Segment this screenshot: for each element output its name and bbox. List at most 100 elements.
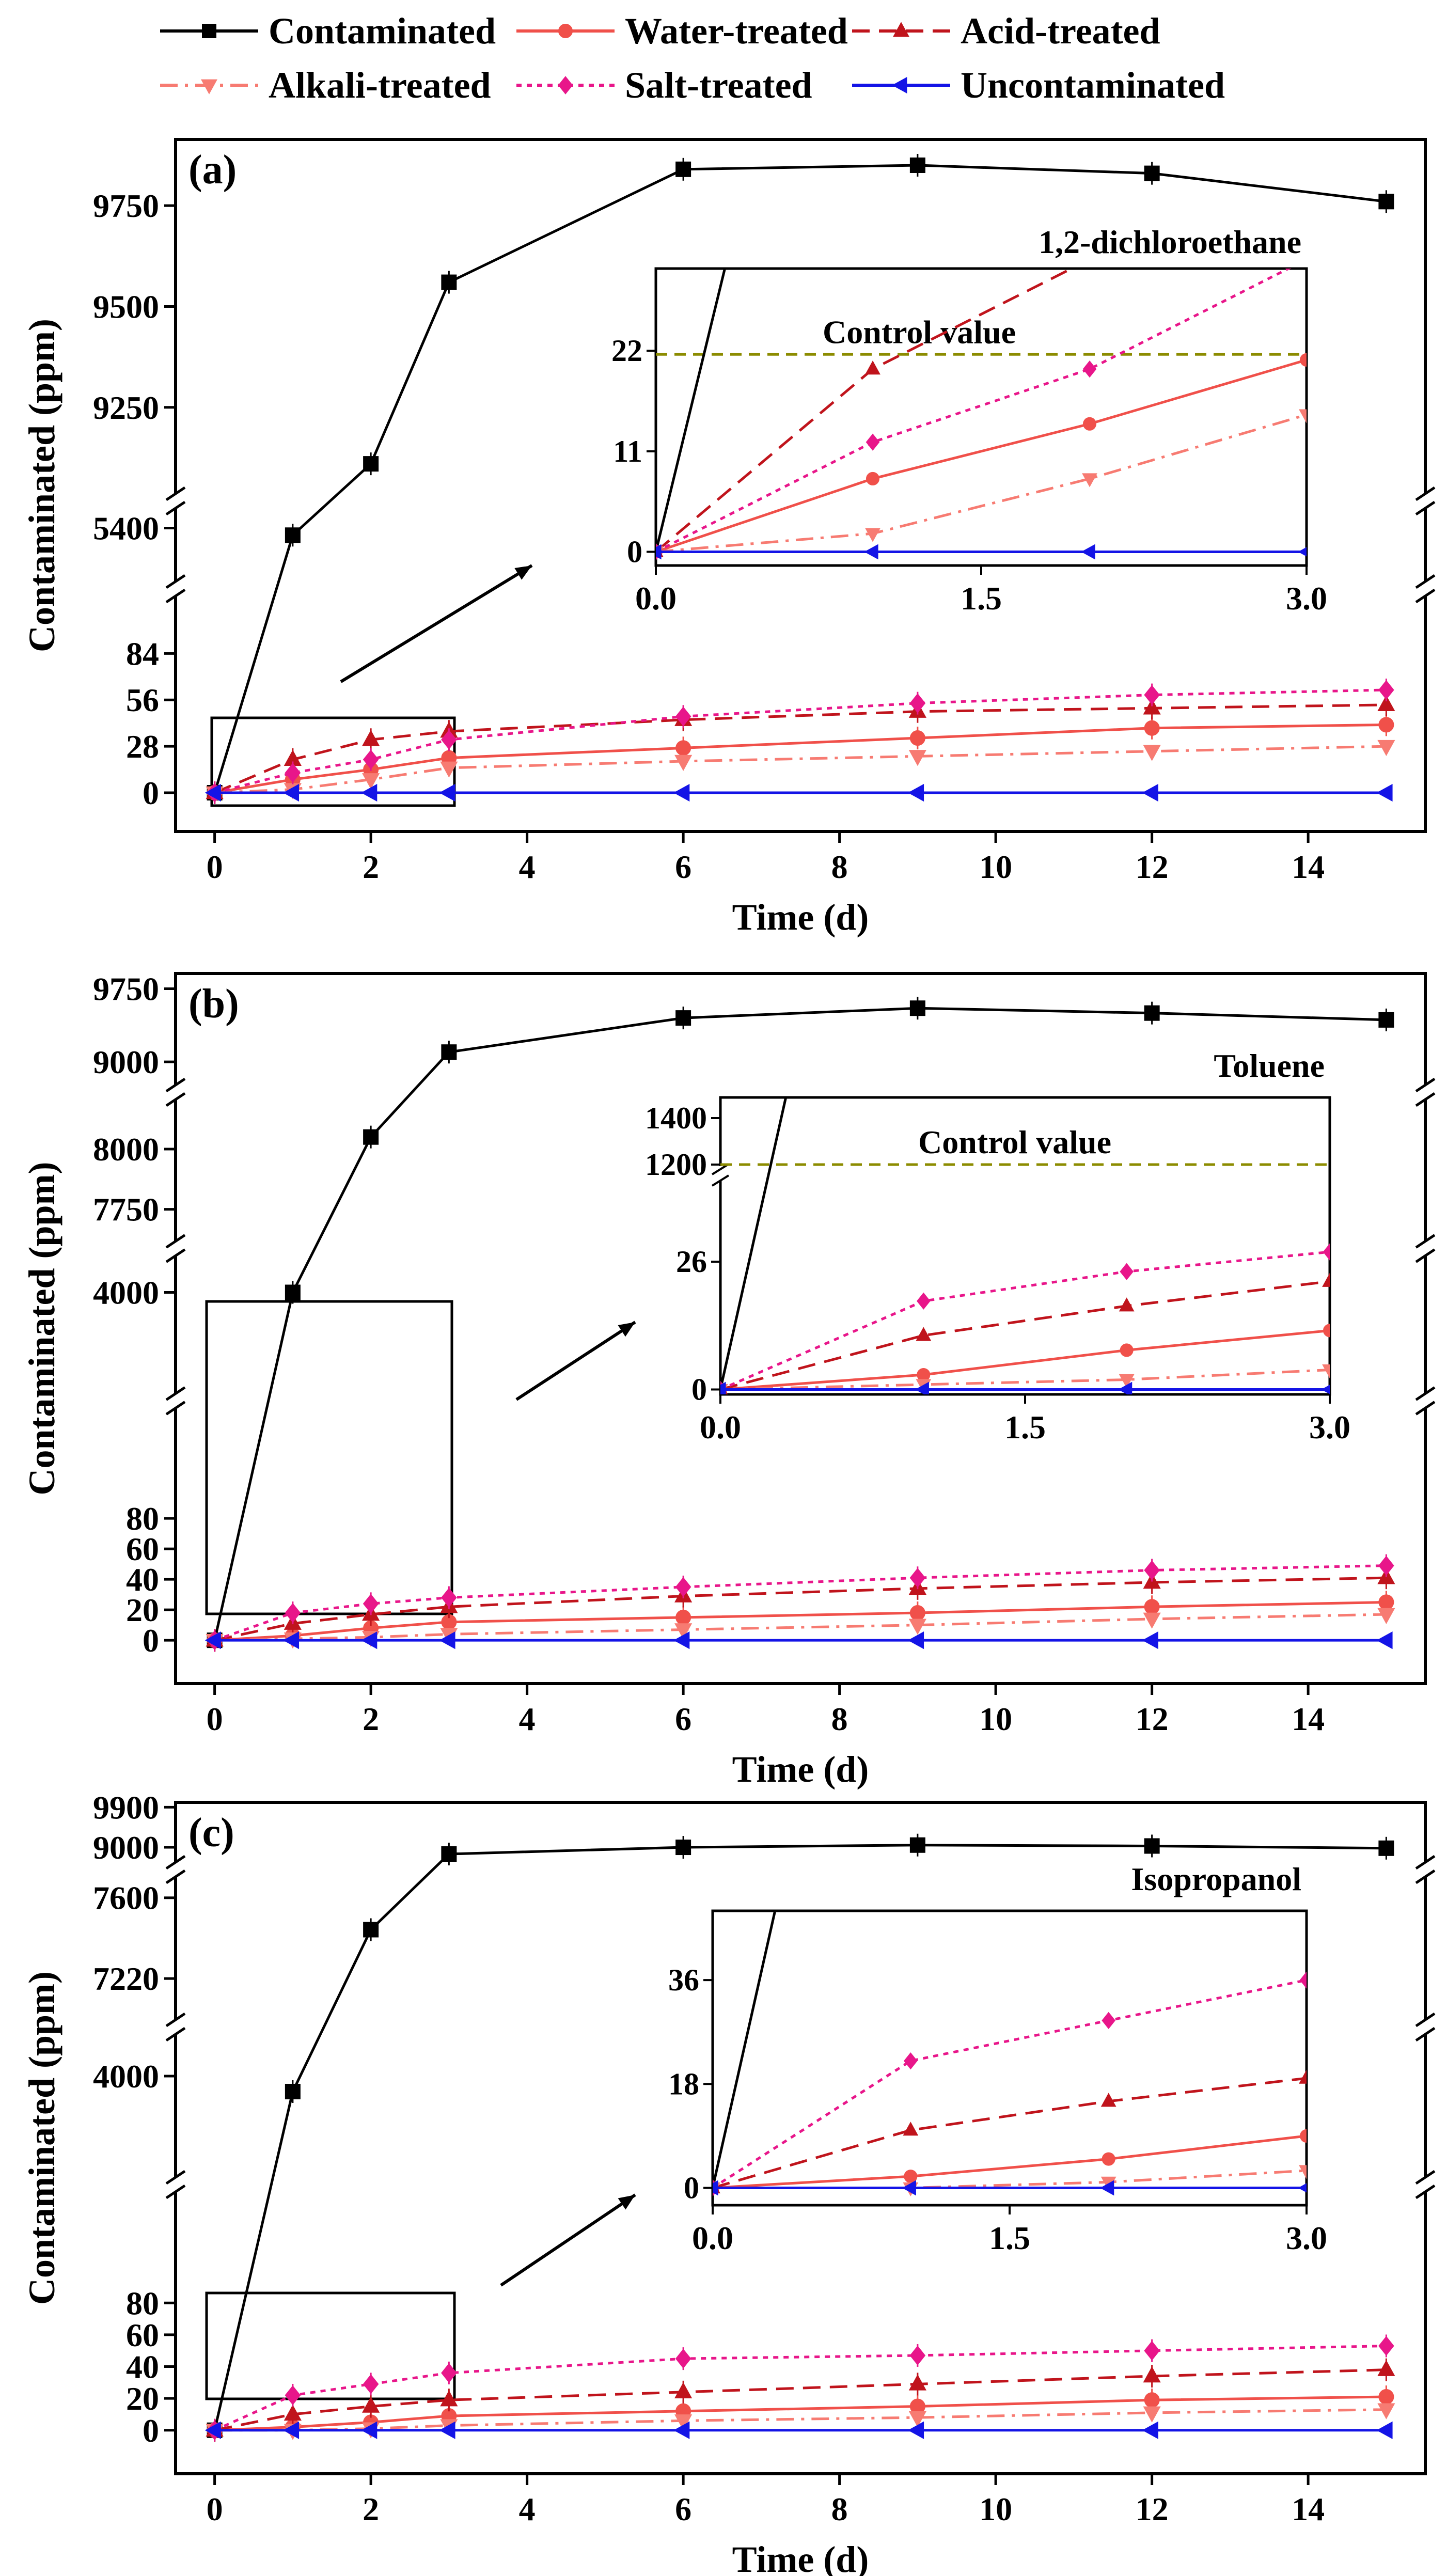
data-point: [656, 544, 662, 560]
data-point: [1100, 2180, 1114, 2196]
y-tick-label: 60: [126, 2317, 159, 2353]
x-tick-label: 4: [519, 2491, 536, 2527]
x-tick-label: 8: [831, 2491, 848, 2527]
series-line: [720, 1329, 1330, 1391]
data-point: [205, 783, 221, 802]
data-point: [1144, 1599, 1160, 1615]
inset-series: [713, 1911, 1307, 2197]
panel-label: (c): [188, 1810, 234, 1856]
y-tick-label: 9750: [93, 187, 159, 224]
data-point: [1378, 1594, 1394, 1610]
inset-series-contaminated: [713, 1911, 777, 2189]
data-point: [1144, 1838, 1160, 1854]
series-uncontaminated: [205, 783, 1393, 802]
x-tick-label: 0: [207, 849, 223, 885]
inset-series: [656, 269, 1307, 561]
zoom-arrow: [340, 564, 533, 683]
data-point: [285, 2084, 301, 2099]
axis-break-mark: [165, 1401, 186, 1416]
axis-break-mark: [165, 1869, 186, 1884]
data-point: [1378, 1556, 1394, 1576]
x-tick-label: 2: [363, 2491, 379, 2527]
plot-frame: [174, 1801, 1427, 2475]
data-point: [282, 783, 300, 802]
x-tick-label: 12: [1136, 849, 1169, 885]
series-line: [214, 745, 1387, 794]
inset-x-tick-label: 0.0: [692, 2220, 733, 2256]
series-line: [213, 1844, 1387, 2431]
y-tick-label: 80: [126, 2285, 159, 2321]
x-tick-label: 2: [363, 849, 379, 885]
x-tick-label: 6: [675, 849, 691, 885]
data-point: [1144, 2341, 1160, 2361]
data-point: [907, 783, 924, 802]
series-acid-treated: [206, 1566, 1395, 1652]
data-point: [1378, 680, 1394, 700]
series-line: [214, 2408, 1387, 2432]
series-line: [656, 269, 727, 553]
inset-x-tick-label: 0.0: [635, 580, 677, 617]
data-point: [1081, 544, 1095, 560]
data-point: [362, 2396, 380, 2413]
x-tick-label: 0: [207, 2491, 223, 2527]
data-point: [675, 1010, 691, 1026]
inset-series-contaminated: [656, 269, 727, 553]
legend-marker: [893, 22, 909, 37]
x-tick-label: 6: [675, 1701, 691, 1737]
data-point: [1144, 720, 1160, 736]
data-point: [361, 783, 378, 802]
data-point: [1143, 2406, 1161, 2423]
data-point: [1142, 1631, 1158, 1650]
data-point: [1323, 1324, 1330, 1338]
inset-y-tick-label: 22: [611, 334, 642, 368]
inset-y-tick-label: 0: [627, 535, 642, 569]
inset-y-tick-label: 18: [668, 2067, 699, 2101]
axis-break-mark: [1415, 486, 1436, 501]
axis-break-mark: [165, 1386, 186, 1401]
data-point: [1118, 1381, 1133, 1394]
axis-break-mark: [1415, 588, 1436, 604]
axis-break-mark: [1415, 2027, 1436, 2042]
data-point: [908, 2411, 926, 2427]
data-point: [865, 528, 880, 542]
data-point: [1322, 1273, 1330, 1287]
axis-break-mark: [1415, 2170, 1436, 2185]
series-line: [713, 2169, 1307, 2189]
data-point: [441, 1846, 457, 1862]
axis-break-gap: [172, 1241, 179, 1256]
x-tick-label: 10: [979, 1701, 1012, 1737]
data-point: [1298, 2183, 1307, 2193]
axis-break-mark: [165, 1077, 186, 1093]
data-point: [1119, 1297, 1135, 1312]
series-line: [213, 1007, 1387, 1641]
data-point: [285, 1284, 301, 1300]
inset-x-tick-label: 1.5: [989, 2220, 1030, 2256]
data-point: [917, 1292, 931, 1310]
data-point: [1377, 2360, 1395, 2376]
data-point: [1323, 1243, 1330, 1261]
axis-break-gap: [1422, 494, 1428, 508]
series-line: [720, 1368, 1330, 1391]
axis-break-gap: [172, 2177, 179, 2192]
inset-y-tick-label: 11: [613, 434, 642, 468]
legend-label: Acid-treated: [961, 10, 1160, 52]
data-point: [1376, 2421, 1393, 2439]
inset-x-tick-label: 0.0: [700, 1409, 741, 1446]
y-tick-label: 28: [126, 728, 159, 765]
data-point: [908, 2374, 926, 2391]
y-tick-label: 20: [126, 2380, 159, 2417]
x-axis-label: Time (d): [732, 897, 869, 938]
series-line: [214, 2368, 1387, 2432]
x-tick-label: 14: [1292, 2491, 1325, 2527]
data-point: [866, 433, 880, 451]
series-salt-treated: [207, 678, 1394, 804]
data-point: [284, 2405, 302, 2421]
data-point: [1299, 1971, 1307, 1989]
data-point: [441, 1044, 457, 1060]
axis-break-mark: [165, 1092, 186, 1107]
data-point: [674, 755, 693, 771]
data-point: [1377, 1608, 1395, 1624]
data-point: [1120, 1263, 1134, 1280]
data-point: [363, 1129, 379, 1145]
inset-y-tick-label: 1200: [645, 1148, 707, 1182]
